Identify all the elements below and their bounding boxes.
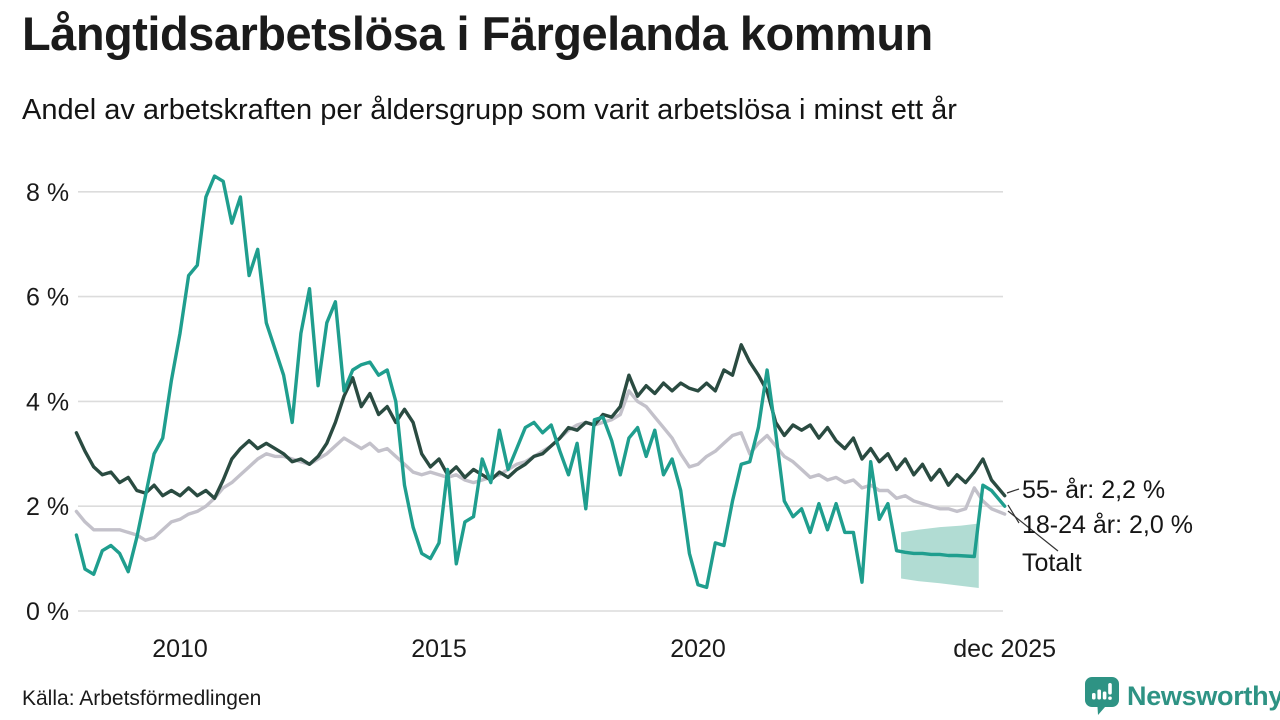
y-tick-label: 2 % <box>26 493 69 521</box>
series-line-55-ar <box>74 343 1007 500</box>
newsworthy-logo-text: Newsworthy <box>1127 680 1280 711</box>
leader-line <box>1006 488 1020 494</box>
y-tick-label: 8 % <box>26 179 69 207</box>
x-tick-label: dec 2025 <box>953 635 1056 663</box>
leader-line <box>1007 510 1059 552</box>
annotation-18-24-label: 18-24 år: 2,0 % <box>1022 511 1193 539</box>
y-tick-label: 0 % <box>26 598 69 626</box>
x-tick-label: 2020 <box>670 635 726 663</box>
annotation-totalt-label: Totalt <box>1022 549 1082 577</box>
chart-subtitle: Andel av arbetskraften per åldersgrupp s… <box>22 94 957 126</box>
newsworthy-logo: Newsworthy <box>1084 676 1280 716</box>
series-line-18-24-ar <box>74 174 1007 590</box>
chart-title: Långtidsarbetslösa i Färgelanda kommun <box>22 7 933 60</box>
x-tick-label: 2015 <box>411 635 467 663</box>
leader-line <box>1007 504 1020 524</box>
x-tick-label: 2010 <box>152 635 208 663</box>
speech-bubble-chart-icon <box>1085 677 1119 715</box>
y-tick-label: 6 % <box>26 284 69 312</box>
annotation-55-label: 55- år: 2,2 % <box>1022 476 1166 504</box>
source-note: Källa: Arbetsförmedlingen <box>22 687 262 710</box>
y-tick-label: 4 % <box>26 388 69 416</box>
